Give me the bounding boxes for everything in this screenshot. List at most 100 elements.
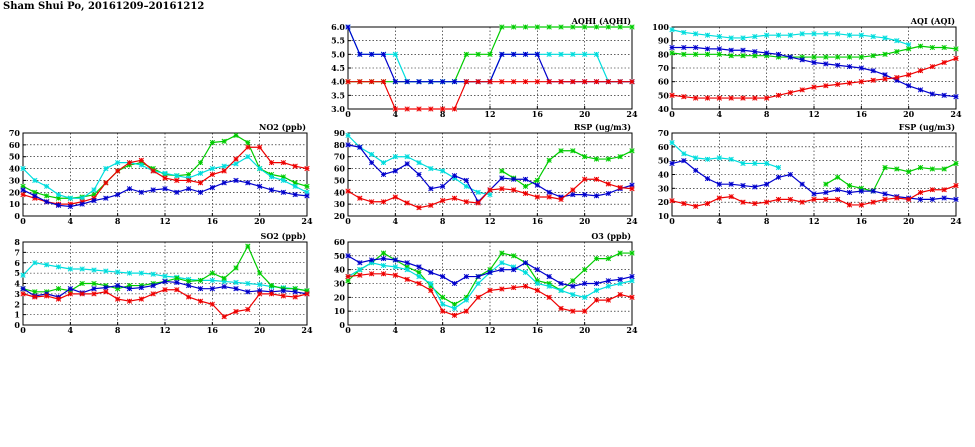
y-tick-label: 20: [9, 187, 21, 197]
y-tick-label: 90: [334, 128, 346, 138]
data-point: [570, 291, 576, 298]
data-point: [917, 164, 924, 171]
data-point: [345, 253, 351, 259]
x-tick-label: 24: [301, 325, 313, 335]
data-point: [704, 95, 711, 101]
y-tick-label: 30: [334, 279, 346, 289]
data-point: [451, 195, 458, 201]
data-point: [617, 79, 623, 85]
data-point: [451, 106, 458, 112]
page-title: Sham Shui Po, 20161209–20161212: [3, 1, 205, 12]
x-tick-label: 20: [254, 216, 266, 226]
data-point: [268, 282, 275, 289]
data-point: [416, 159, 422, 166]
data-point: [245, 139, 251, 146]
data-point: [221, 180, 227, 186]
data-point: [894, 166, 900, 172]
data-point: [929, 91, 935, 97]
data-point: [357, 51, 363, 57]
data-point: [669, 140, 675, 146]
data-point: [138, 157, 144, 163]
data-point: [499, 186, 505, 192]
chart-fsp: 0 4 8 12 16 20 24 10 20 30 40 50 60 70 FSP (ug/m3): [658, 122, 962, 226]
data-point: [593, 51, 600, 57]
y-tick-label: 20: [334, 211, 346, 221]
data-point: [487, 79, 493, 85]
data-point: [197, 277, 204, 284]
data-point: [380, 159, 387, 166]
data-point: [693, 44, 699, 51]
data-point: [357, 195, 363, 201]
data-point: [511, 51, 517, 57]
y-tick-label: 50: [334, 251, 346, 261]
data-point: [292, 163, 298, 169]
data-point: [257, 291, 263, 297]
data-point: [835, 31, 841, 37]
data-point: [799, 31, 805, 37]
y-tick-label: 40: [658, 104, 670, 114]
y-tick-label: 10: [334, 306, 346, 316]
data-point: [404, 79, 410, 85]
data-point: [499, 79, 505, 85]
data-point: [858, 79, 864, 85]
data-point: [546, 157, 552, 163]
data-point: [126, 270, 133, 276]
data-point: [115, 168, 121, 174]
data-point: [823, 31, 829, 37]
data-point: [67, 286, 73, 292]
data-point: [605, 283, 611, 289]
data-point: [716, 51, 722, 57]
data-point: [929, 63, 935, 70]
data-point: [629, 148, 635, 154]
data-point: [463, 308, 469, 314]
y-tick-label: 6: [14, 258, 20, 268]
data-point: [870, 53, 876, 59]
y-tick-label: 50: [9, 152, 21, 162]
data-point: [764, 95, 770, 101]
data-point: [522, 283, 529, 289]
data-point: [546, 283, 552, 289]
data-point: [846, 63, 853, 70]
data-point: [233, 161, 239, 167]
data-point: [811, 31, 817, 37]
data-point: [775, 51, 782, 57]
data-point: [392, 168, 398, 174]
data-point: [582, 280, 588, 287]
data-point: [752, 48, 758, 55]
x-tick-label: 16: [856, 216, 868, 226]
data-point: [280, 159, 286, 166]
data-point: [404, 161, 410, 167]
y-tick-label: 50: [334, 175, 346, 185]
data-point: [582, 176, 588, 182]
data-point: [752, 33, 758, 40]
data-point: [245, 243, 251, 249]
data-point: [245, 180, 251, 186]
y-tick-label: 80: [334, 140, 346, 150]
x-tick-label: 16: [207, 325, 219, 335]
data-point: [428, 165, 434, 172]
data-point: [870, 188, 876, 194]
y-tick-label: 2: [14, 299, 20, 309]
data-point: [79, 201, 85, 207]
data-point: [522, 176, 529, 182]
data-point: [546, 194, 552, 200]
chart-o3: 0 4 8 12 16 20 24 0 10 20 30 40 50 60 O3 (ppb): [334, 231, 638, 335]
series-blue: [345, 253, 635, 289]
data-point: [740, 47, 746, 53]
data-point: [558, 305, 564, 312]
data-point: [233, 308, 239, 315]
data-point: [764, 181, 770, 187]
y-tick-label: 0: [339, 320, 345, 330]
x-tick-label: 8: [764, 216, 770, 226]
data-point: [186, 186, 192, 192]
x-tick-label: 16: [856, 109, 868, 119]
data-point: [846, 54, 853, 60]
data-point: [953, 55, 959, 62]
data-point: [617, 184, 623, 191]
data-point: [823, 181, 829, 187]
data-point: [846, 189, 853, 196]
data-point: [546, 79, 552, 85]
data-point: [380, 171, 387, 178]
x-tick-label: 24: [950, 109, 962, 119]
data-point: [894, 48, 900, 55]
